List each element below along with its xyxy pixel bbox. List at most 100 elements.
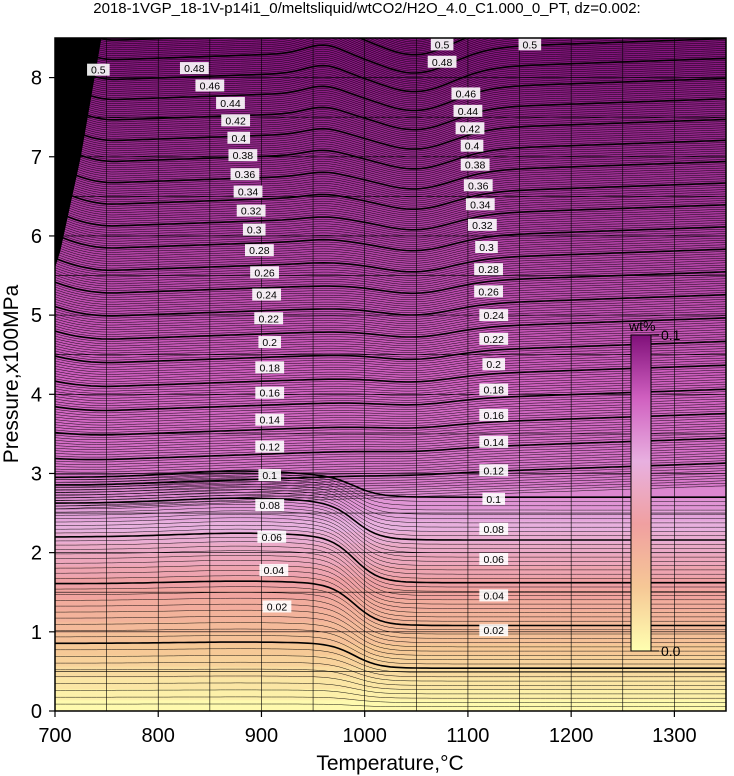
minor-contour	[55, 301, 726, 324]
contour-label: 0.06	[479, 552, 509, 566]
background-band	[55, 654, 726, 667]
minor-contour	[55, 565, 726, 613]
minor-contour	[55, 106, 726, 138]
contour-label-text: 0.28	[249, 245, 270, 257]
background-band	[55, 228, 726, 241]
minor-contour	[386, 38, 441, 45]
minor-contour	[55, 661, 726, 682]
minor-contour	[391, 38, 437, 43]
minor-contour	[55, 152, 726, 182]
minor-contour	[397, 38, 431, 41]
minor-contour	[55, 278, 726, 301]
contour-label: 0.5	[430, 38, 454, 51]
minor-contour	[55, 69, 726, 106]
minor-contour	[55, 50, 726, 89]
minor-contour	[55, 635, 726, 665]
contour-label: 0.34	[233, 185, 263, 199]
minor-contour	[55, 135, 726, 166]
contour-label-text: 0.24	[484, 310, 505, 322]
contour-label-text: 0.18	[260, 362, 281, 374]
minor-contour	[55, 374, 726, 397]
minor-contour	[55, 372, 726, 394]
contour-label: 0.28	[244, 244, 274, 257]
minor-contour	[55, 445, 726, 468]
contour-label: 0.54	[454, 15, 483, 28]
contour-label-box	[259, 564, 289, 577]
minor-contour	[55, 353, 726, 375]
minor-contour	[55, 283, 726, 305]
contour-label: 0.1	[258, 469, 282, 482]
minor-contour	[55, 123, 726, 154]
contour-label-text: 0.22	[258, 313, 279, 325]
contour-label-box	[233, 185, 263, 198]
minor-contour	[55, 71, 726, 107]
contour-lines	[55, 0, 726, 707]
minor-contour	[55, 154, 726, 184]
contour-label: 0.26	[474, 285, 503, 298]
minor-contour	[55, 56, 726, 94]
minor-contour	[55, 435, 726, 458]
minor-contour	[55, 338, 726, 361]
minor-contour	[55, 200, 726, 226]
y-tick-label: 4	[31, 384, 42, 406]
minor-contour	[90, 38, 472, 57]
contour-label-box	[258, 336, 282, 349]
minor-contour	[55, 217, 726, 243]
minor-contour	[55, 142, 726, 172]
minor-contour	[55, 570, 726, 618]
contour-label-text: 0.38	[465, 160, 486, 172]
contour-labels: 0.02 0.04 0.06 0.08 0.1 0.12 0.14 0.16 0.18 0.2 0.…	[87, 15, 542, 637]
minor-contour	[55, 682, 726, 695]
contour-label: 0.16	[255, 386, 285, 400]
minor-contour	[55, 112, 726, 144]
minor-contour	[55, 292, 726, 314]
major-contour	[55, 580, 726, 627]
contour-label-text: 0.5	[91, 65, 106, 77]
contour-label-text: 0.3	[479, 242, 494, 254]
minor-contour	[55, 467, 726, 491]
contour-label-text: 0.06	[484, 554, 505, 566]
minor-contour	[55, 101, 726, 134]
minor-contour	[55, 0, 726, 33]
minor-contour	[55, 521, 726, 571]
minor-contour	[55, 313, 726, 335]
contour-label-text: 0.36	[468, 180, 489, 192]
contour-label: 0.24	[479, 309, 509, 322]
minor-contour	[372, 38, 454, 50]
minor-contour	[55, 169, 726, 198]
minor-contour	[55, 108, 726, 140]
contour-label-text: 0.4	[465, 141, 480, 153]
background-band	[55, 632, 726, 645]
minor-contour	[55, 689, 726, 699]
minor-contour	[55, 167, 726, 196]
minor-contour	[55, 264, 726, 288]
contour-label-text: 0.4	[231, 133, 246, 145]
minor-contour	[55, 510, 726, 558]
contour-label-box	[482, 492, 506, 505]
contour-label: 0.18	[479, 383, 509, 397]
contour-label-box	[242, 223, 266, 236]
minor-contour	[55, 586, 726, 631]
y-tick-label: 5	[31, 305, 42, 327]
minor-contour	[55, 460, 726, 483]
minor-contour	[55, 483, 726, 507]
minor-contour	[55, 244, 726, 268]
background-band	[55, 105, 726, 118]
minor-contour	[55, 331, 726, 354]
major-contour	[55, 97, 726, 131]
contour-label-text: 0.36	[235, 169, 256, 181]
minor-contour	[55, 88, 726, 123]
minor-contour	[55, 45, 726, 85]
contour-label-box	[518, 38, 542, 51]
contour-label-text: 0.32	[241, 206, 262, 218]
minor-contour	[55, 303, 726, 326]
y-tick-label: 1	[31, 622, 42, 644]
contour-label-box	[236, 204, 266, 217]
minor-contour	[55, 280, 726, 303]
major-contour	[55, 0, 726, 37]
minor-contour	[55, 60, 726, 98]
contour-label-box	[227, 131, 251, 144]
minor-contour	[55, 39, 726, 79]
contour-label-box	[216, 96, 245, 109]
contour-label-text: 0.46	[200, 81, 221, 93]
